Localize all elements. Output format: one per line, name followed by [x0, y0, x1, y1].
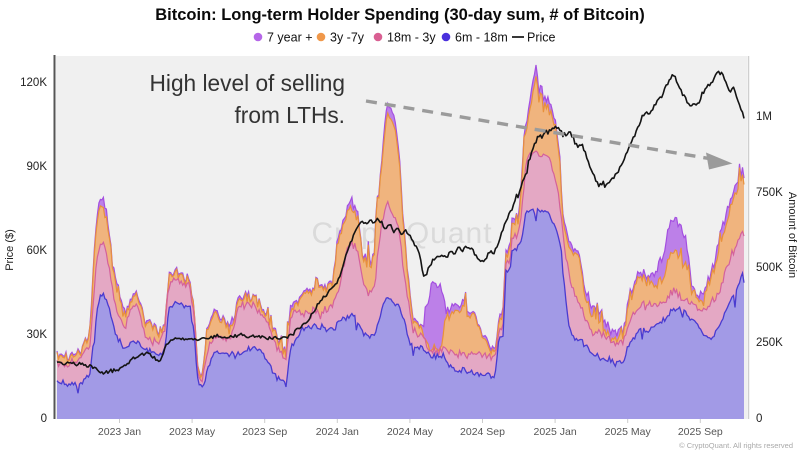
svg-text:500K: 500K [756, 262, 783, 274]
svg-text:250K: 250K [756, 337, 783, 349]
svg-text:2023 Sep: 2023 Sep [242, 426, 287, 438]
svg-text:120K: 120K [20, 77, 47, 89]
svg-text:2024 May: 2024 May [387, 426, 434, 438]
svg-text:750K: 750K [756, 187, 783, 199]
svg-text:1M: 1M [756, 111, 772, 123]
svg-text:from LTHs.: from LTHs. [234, 102, 345, 128]
svg-text:6m - 18m: 6m - 18m [455, 31, 508, 45]
svg-text:Price: Price [527, 31, 556, 45]
svg-text:7 year +: 7 year + [267, 31, 313, 45]
svg-text:18m - 3y: 18m - 3y [387, 31, 436, 45]
svg-text:3y -7y: 3y -7y [330, 31, 365, 45]
svg-text:2024 Jan: 2024 Jan [316, 426, 359, 438]
svg-text:High level of selling: High level of selling [150, 70, 345, 96]
svg-text:2025 Sep: 2025 Sep [678, 426, 723, 438]
svg-text:0: 0 [756, 413, 762, 425]
svg-text:Amount of Bitcoin: Amount of Bitcoin [786, 192, 798, 278]
svg-text:2023 May: 2023 May [169, 426, 216, 438]
svg-text:Price ($): Price ($) [4, 229, 16, 271]
svg-text:2023 Jan: 2023 Jan [98, 426, 141, 438]
svg-text:30K: 30K [27, 329, 48, 341]
svg-text:0: 0 [41, 413, 47, 425]
svg-text:2025 Jan: 2025 Jan [533, 426, 576, 438]
svg-text:60K: 60K [27, 245, 48, 257]
svg-text:2025 May: 2025 May [605, 426, 652, 438]
svg-text:© CryptoQuant. All rights rese: © CryptoQuant. All rights reserved [679, 441, 793, 450]
svg-text:2024 Sep: 2024 Sep [460, 426, 505, 438]
svg-text:90K: 90K [27, 161, 48, 173]
svg-text:Bitcoin: Long-term Holder Spen: Bitcoin: Long-term Holder Spending (30-d… [155, 6, 645, 24]
